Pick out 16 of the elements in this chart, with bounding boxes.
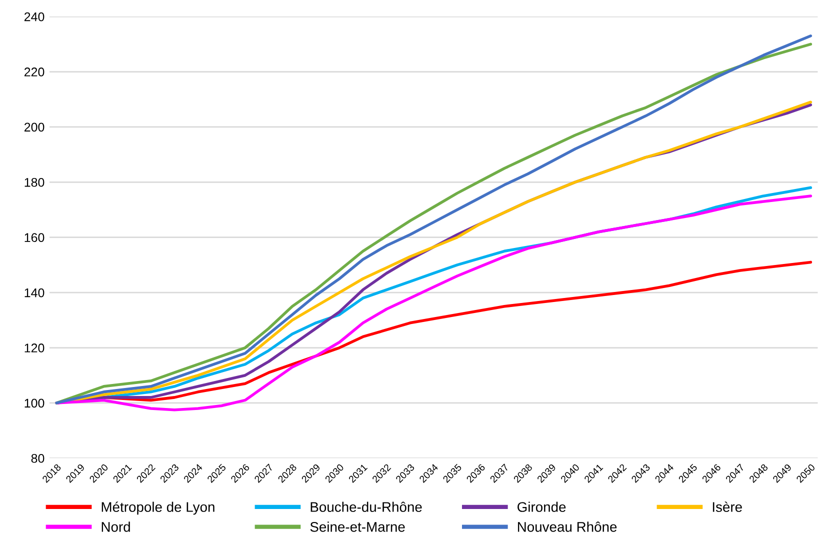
legend-label: Isère — [712, 502, 742, 512]
y-tick-label: 220 — [24, 68, 44, 76]
legend-label: Seine-et-Marne — [310, 522, 405, 532]
y-tick-label: 80 — [31, 454, 44, 463]
legend-label: Gironde — [518, 502, 566, 512]
y-tick-label: 240 — [24, 12, 44, 22]
y-tick-label: 140 — [24, 288, 44, 298]
y-tick-label: 160 — [24, 233, 44, 242]
y-tick-label: 180 — [24, 178, 44, 187]
y-tick-label: 100 — [24, 398, 44, 408]
legend-label: Nord — [102, 522, 130, 532]
legend-label: Métropole de Lyon — [102, 502, 214, 515]
y-tick-label: 120 — [24, 344, 44, 352]
legend-label: Bouche-du-Rhône — [310, 502, 422, 512]
y-tick-label: 200 — [24, 122, 44, 132]
legend-label: Nouveau Rhône — [518, 522, 617, 532]
